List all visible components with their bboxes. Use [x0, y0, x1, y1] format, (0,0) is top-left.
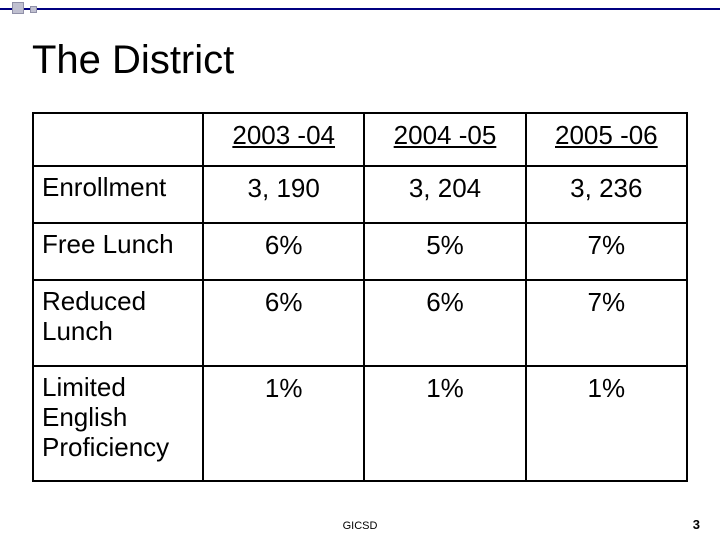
header-accent: [0, 0, 720, 18]
header-year: 2004 -05: [364, 113, 525, 166]
data-table: 2003 -04 2004 -05 2005 -06 Enrollment 3,…: [32, 112, 688, 482]
header-year: 2003 -04: [203, 113, 364, 166]
row-value: 7%: [526, 223, 687, 280]
row-value: 6%: [364, 280, 525, 366]
row-value: 3, 204: [364, 166, 525, 223]
page-number: 3: [693, 517, 700, 532]
row-value: 3, 236: [526, 166, 687, 223]
row-value: 6%: [203, 280, 364, 366]
row-value: 1%: [203, 366, 364, 482]
header-year: 2005 -06: [526, 113, 687, 166]
row-label: Enrollment: [33, 166, 203, 223]
row-value: 1%: [364, 366, 525, 482]
header-blank: [33, 113, 203, 166]
accent-square-large: [12, 2, 24, 14]
table-row: Free Lunch 6% 5% 7%: [33, 223, 687, 280]
row-value: 5%: [364, 223, 525, 280]
accent-line: [0, 8, 720, 10]
accent-square-small: [30, 6, 37, 13]
footer-label: GICSD: [0, 520, 720, 532]
row-label: Free Lunch: [33, 223, 203, 280]
row-value: 1%: [526, 366, 687, 482]
row-label: Limited English Proficiency: [33, 366, 203, 482]
district-table: 2003 -04 2004 -05 2005 -06 Enrollment 3,…: [32, 112, 688, 482]
row-value: 3, 190: [203, 166, 364, 223]
table-row: Limited English Proficiency 1% 1% 1%: [33, 366, 687, 482]
table-row: Reduced Lunch 6% 6% 7%: [33, 280, 687, 366]
row-value: 6%: [203, 223, 364, 280]
row-label: Reduced Lunch: [33, 280, 203, 366]
row-value: 7%: [526, 280, 687, 366]
page-title: The District: [32, 38, 234, 83]
table-row: Enrollment 3, 190 3, 204 3, 236: [33, 166, 687, 223]
table-header-row: 2003 -04 2004 -05 2005 -06: [33, 113, 687, 166]
